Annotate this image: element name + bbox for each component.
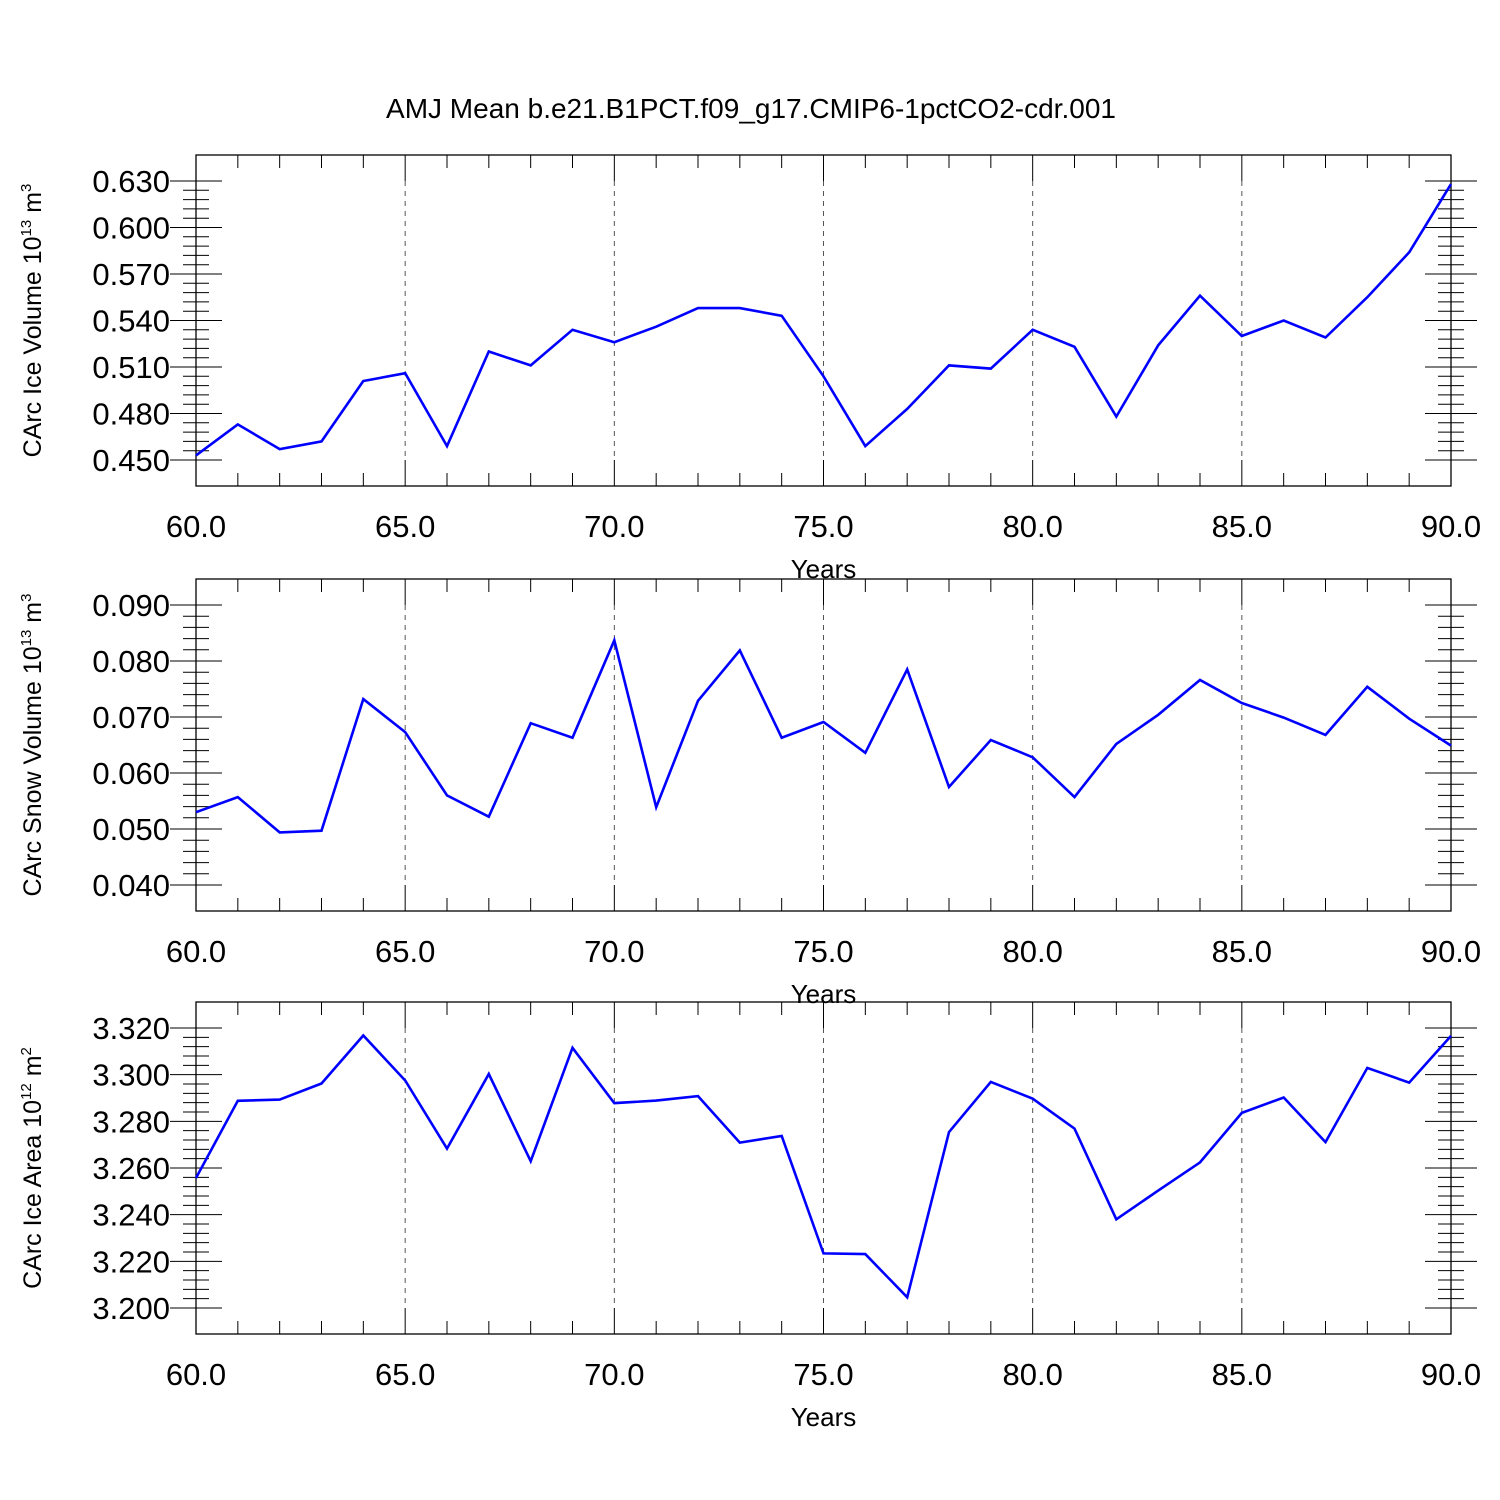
panel-2-xtick-label: 75.0	[793, 934, 853, 969]
panel-2-ytick-label: 0.070	[92, 700, 170, 735]
panel-1-ytick-label: 0.480	[92, 397, 170, 432]
panel-3-ytick-label: 3.260	[92, 1151, 170, 1186]
panel-1-xtick-label: 80.0	[1002, 509, 1062, 544]
panel-3-ytick-label: 3.300	[92, 1058, 170, 1093]
panel-1-ytick-label: 0.630	[92, 164, 170, 199]
panel-3-ytick-label: 3.200	[92, 1291, 170, 1326]
panel-2-ytick-label: 0.080	[92, 644, 170, 679]
panel-2-ytick-label: 0.050	[92, 812, 170, 847]
panel-1-xtick-label: 60.0	[166, 509, 226, 544]
panel-3-xtick-label: 80.0	[1002, 1357, 1062, 1392]
panel-3-ytick-label: 3.280	[92, 1104, 170, 1139]
panel-2-yaxis-label: CArc Snow Volume 1013 m3	[18, 594, 47, 897]
panel-2-ytick-label: 0.060	[92, 756, 170, 791]
panel-3-series-line	[194, 1033, 1452, 1300]
panel-3-xtick-label: 75.0	[793, 1357, 853, 1392]
panel-1-ytick-label: 0.450	[92, 443, 170, 478]
panel-1-yaxis-label: CArc Ice Volume 1013 m3	[18, 184, 47, 458]
panel-3-xtick-label: 70.0	[584, 1357, 644, 1392]
panel-3-xtick-label: 65.0	[375, 1357, 435, 1392]
panel-2-ytick-label: 0.090	[92, 588, 170, 623]
panel-1-xtick-label: 75.0	[793, 509, 853, 544]
panel-3-xtick-label: 60.0	[166, 1357, 226, 1392]
panel-1-xtick-label: 90.0	[1421, 509, 1481, 544]
panel-2-xtick-label: 90.0	[1421, 934, 1481, 969]
panel-1-ytick-label: 0.570	[92, 257, 170, 292]
panel-3-yaxis-label: CArc Ice Area 1012 m2	[18, 1047, 47, 1289]
chart-title: AMJ Mean b.e21.B1PCT.f09_g17.CMIP6-1pctC…	[386, 93, 1116, 124]
panel-1-ytick-label: 0.510	[92, 350, 170, 385]
panel-2-series-line	[195, 636, 1452, 834]
panel-3-ytick-label: 3.220	[92, 1244, 170, 1279]
panel-1-xtick-label: 85.0	[1212, 509, 1272, 544]
panel-2-xtick-label: 85.0	[1212, 934, 1272, 969]
panel-1-xtick-label: 70.0	[584, 509, 644, 544]
panel-2-xtick-label: 80.0	[1002, 934, 1062, 969]
panel-2-xtick-label: 70.0	[584, 934, 644, 969]
panel-1-xtick-label: 65.0	[375, 509, 435, 544]
panel-3-xtick-label: 85.0	[1212, 1357, 1272, 1392]
panel-3-ytick-label: 3.320	[92, 1011, 170, 1046]
panel-2-ytick-label: 0.040	[92, 868, 170, 903]
panel-1-ytick-label: 0.600	[92, 211, 170, 246]
panel-3-ytick-label: 3.240	[92, 1198, 170, 1233]
panel-3-xaxis-label: Years	[791, 1402, 857, 1432]
panel-1-ytick-label: 0.540	[92, 304, 170, 339]
panel-2-xtick-label: 60.0	[166, 934, 226, 969]
panel-1-series-line	[195, 183, 1453, 457]
panel-3-xtick-label: 90.0	[1421, 1357, 1481, 1392]
panel-2-xtick-label: 65.0	[375, 934, 435, 969]
